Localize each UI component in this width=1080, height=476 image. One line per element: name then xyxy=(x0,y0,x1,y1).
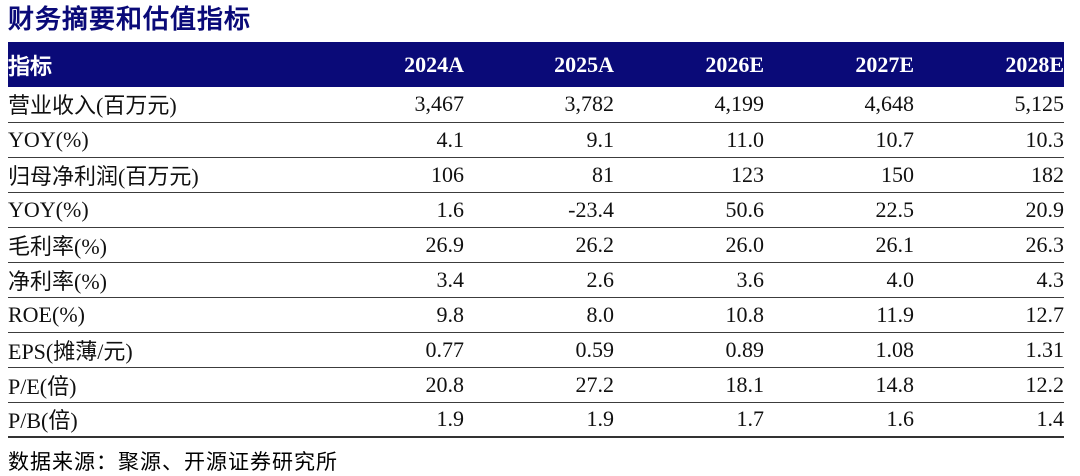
cell-value: 4.1 xyxy=(314,122,464,158)
table-header-row: 指标 2024A 2025A 2026E 2027E 2028E xyxy=(8,42,1064,88)
cell-value: 5,125 xyxy=(914,87,1064,123)
cell-value: 2.6 xyxy=(464,262,614,298)
cell-value: 4.3 xyxy=(914,262,1064,298)
cell-value: 1.4 xyxy=(914,402,1064,439)
cell-value: 50.6 xyxy=(614,192,764,228)
row-label: ROE(%) xyxy=(8,297,314,333)
row-label: P/B(倍) xyxy=(8,402,314,439)
cell-value: 1.6 xyxy=(764,402,914,439)
cell-value: 10.8 xyxy=(614,297,764,333)
table-row-gross-margin: 毛利率(%) 26.9 26.2 26.0 26.1 26.3 xyxy=(8,227,1064,263)
cell-value: 11.0 xyxy=(614,122,764,158)
cell-value: 9.1 xyxy=(464,122,614,158)
cell-value: 26.9 xyxy=(314,227,464,263)
cell-value: 26.3 xyxy=(914,227,1064,263)
cell-value: 1.9 xyxy=(314,402,464,439)
cell-value: 10.7 xyxy=(764,122,914,158)
cell-value: 4,648 xyxy=(764,87,914,123)
cell-value: 81 xyxy=(464,157,614,193)
header-cell-2025a: 2025A xyxy=(464,42,614,88)
cell-value: 0.59 xyxy=(464,332,614,368)
cell-value: 9.8 xyxy=(314,297,464,333)
header-cell-metric: 指标 xyxy=(8,42,314,88)
header-cell-2027e: 2027E xyxy=(764,42,914,88)
row-label: 归母净利润(百万元) xyxy=(8,157,314,193)
cell-value: 11.9 xyxy=(764,297,914,333)
cell-value: 26.0 xyxy=(614,227,764,263)
cell-value: 12.2 xyxy=(914,367,1064,403)
data-source-note: 数据来源：聚源、开源证券研究所 xyxy=(8,450,338,475)
cell-value: 18.1 xyxy=(614,367,764,403)
cell-value: 8.0 xyxy=(464,297,614,333)
cell-value: 1.31 xyxy=(914,332,1064,368)
cell-value: 3.6 xyxy=(614,262,764,298)
cell-value: 1.9 xyxy=(464,402,614,439)
cell-value: 3.4 xyxy=(314,262,464,298)
cell-value: 26.2 xyxy=(464,227,614,263)
row-label: P/E(倍) xyxy=(8,367,314,403)
table-body: 营业收入(百万元) 3,467 3,782 4,199 4,648 5,125 … xyxy=(8,87,1064,439)
cell-value: 3,782 xyxy=(464,87,614,123)
cell-value: 0.77 xyxy=(314,332,464,368)
cell-value: 14.8 xyxy=(764,367,914,403)
cell-value: 106 xyxy=(314,157,464,193)
table-row-revenue: 营业收入(百万元) 3,467 3,782 4,199 4,648 5,125 xyxy=(8,87,1064,123)
cell-value: -23.4 xyxy=(464,192,614,228)
cell-value: 22.5 xyxy=(764,192,914,228)
cell-value: 123 xyxy=(614,157,764,193)
cell-value: 4,199 xyxy=(614,87,764,123)
cell-value: 3,467 xyxy=(314,87,464,123)
cell-value: 20.9 xyxy=(914,192,1064,228)
table-row-roe: ROE(%) 9.8 8.0 10.8 11.9 12.7 xyxy=(8,297,1064,333)
cell-value: 20.8 xyxy=(314,367,464,403)
table-row-pe: P/E(倍) 20.8 27.2 18.1 14.8 12.2 xyxy=(8,367,1064,403)
row-label: EPS(摊薄/元) xyxy=(8,332,314,368)
cell-value: 12.7 xyxy=(914,297,1064,333)
row-label: 毛利率(%) xyxy=(8,227,314,263)
cell-value: 1.6 xyxy=(314,192,464,228)
cell-value: 26.1 xyxy=(764,227,914,263)
table-row-revenue-yoy: YOY(%) 4.1 9.1 11.0 10.7 10.3 xyxy=(8,122,1064,158)
table-head: 指标 2024A 2025A 2026E 2027E 2028E xyxy=(8,42,1064,88)
table-row-pb: P/B(倍) 1.9 1.9 1.7 1.6 1.4 xyxy=(8,402,1064,439)
table-row-eps: EPS(摊薄/元) 0.77 0.59 0.89 1.08 1.31 xyxy=(8,332,1064,368)
header-cell-2028e: 2028E xyxy=(914,42,1064,88)
cell-value: 182 xyxy=(914,157,1064,193)
row-label: YOY(%) xyxy=(8,192,314,228)
row-label: 净利率(%) xyxy=(8,262,314,298)
row-label: 营业收入(百万元) xyxy=(8,87,314,123)
header-cell-2026e: 2026E xyxy=(614,42,764,88)
header-cell-2024a: 2024A xyxy=(314,42,464,88)
cell-value: 10.3 xyxy=(914,122,1064,158)
cell-value: 4.0 xyxy=(764,262,914,298)
table-row-net-profit: 归母净利润(百万元) 106 81 123 150 182 xyxy=(8,157,1064,193)
row-label: YOY(%) xyxy=(8,122,314,158)
cell-value: 1.08 xyxy=(764,332,914,368)
cell-value: 150 xyxy=(764,157,914,193)
table-row-net-margin: 净利率(%) 3.4 2.6 3.6 4.0 4.3 xyxy=(8,262,1064,298)
cell-value: 1.7 xyxy=(614,402,764,439)
cell-value: 27.2 xyxy=(464,367,614,403)
section-title: 财务摘要和估值指标 xyxy=(8,5,252,34)
cell-value: 0.89 xyxy=(614,332,764,368)
financial-summary-table: 指标 2024A 2025A 2026E 2027E 2028E 营业收入(百万… xyxy=(8,42,1064,439)
table-row-net-profit-yoy: YOY(%) 1.6 -23.4 50.6 22.5 20.9 xyxy=(8,192,1064,228)
